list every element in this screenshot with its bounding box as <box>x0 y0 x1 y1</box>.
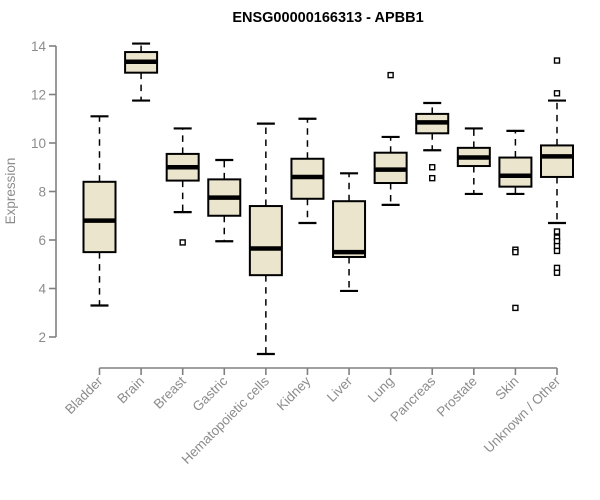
x-tick-label: Gastric <box>190 373 231 414</box>
box-unknown-other <box>540 144 574 178</box>
y-axis-label: Expression <box>3 158 18 225</box>
outlier-point <box>553 247 561 255</box>
y-tick-label: 2 <box>38 330 46 345</box>
chart-title: ENSG00000166313 - APBB1 <box>232 10 423 26</box>
x-tick-label: Pancreas <box>387 373 438 424</box>
x-tick-label: Prostate <box>434 374 480 420</box>
x-tick-label: Brain <box>114 374 147 407</box>
x-tick-label: Skin <box>492 374 521 403</box>
y-tick-label: 8 <box>38 184 46 199</box>
y-tick-label: 12 <box>31 87 46 102</box>
outlier-point <box>512 304 519 312</box>
y-tick-label: 6 <box>38 233 46 248</box>
outlier-point <box>553 57 561 64</box>
x-tick-label: Breast <box>151 373 189 411</box>
outlier-point <box>387 71 394 79</box>
x-tick-label: Lung <box>365 374 397 406</box>
x-tick-label: Liver <box>324 373 356 405</box>
y-tick-label: 10 <box>31 136 46 151</box>
outlier-point <box>553 90 561 97</box>
x-tick-label: Bladder <box>62 373 106 417</box>
outlier-point <box>553 269 561 276</box>
box-skin <box>498 156 533 188</box>
box-liver <box>332 200 367 258</box>
y-tick-label: 14 <box>31 39 47 54</box>
outlier-point <box>179 239 186 246</box>
outlier-point <box>553 228 561 235</box>
outlier-point <box>512 248 519 256</box>
outlier-point <box>429 174 436 182</box>
x-tick-label: Kidney <box>274 373 314 413</box>
x-tick-label: Unknown / Other <box>481 373 564 456</box>
outlier-point <box>429 164 436 171</box>
y-tick-label: 4 <box>38 281 46 296</box>
box-hematopoietic-cells <box>248 205 283 277</box>
box-bladder <box>82 180 117 254</box>
